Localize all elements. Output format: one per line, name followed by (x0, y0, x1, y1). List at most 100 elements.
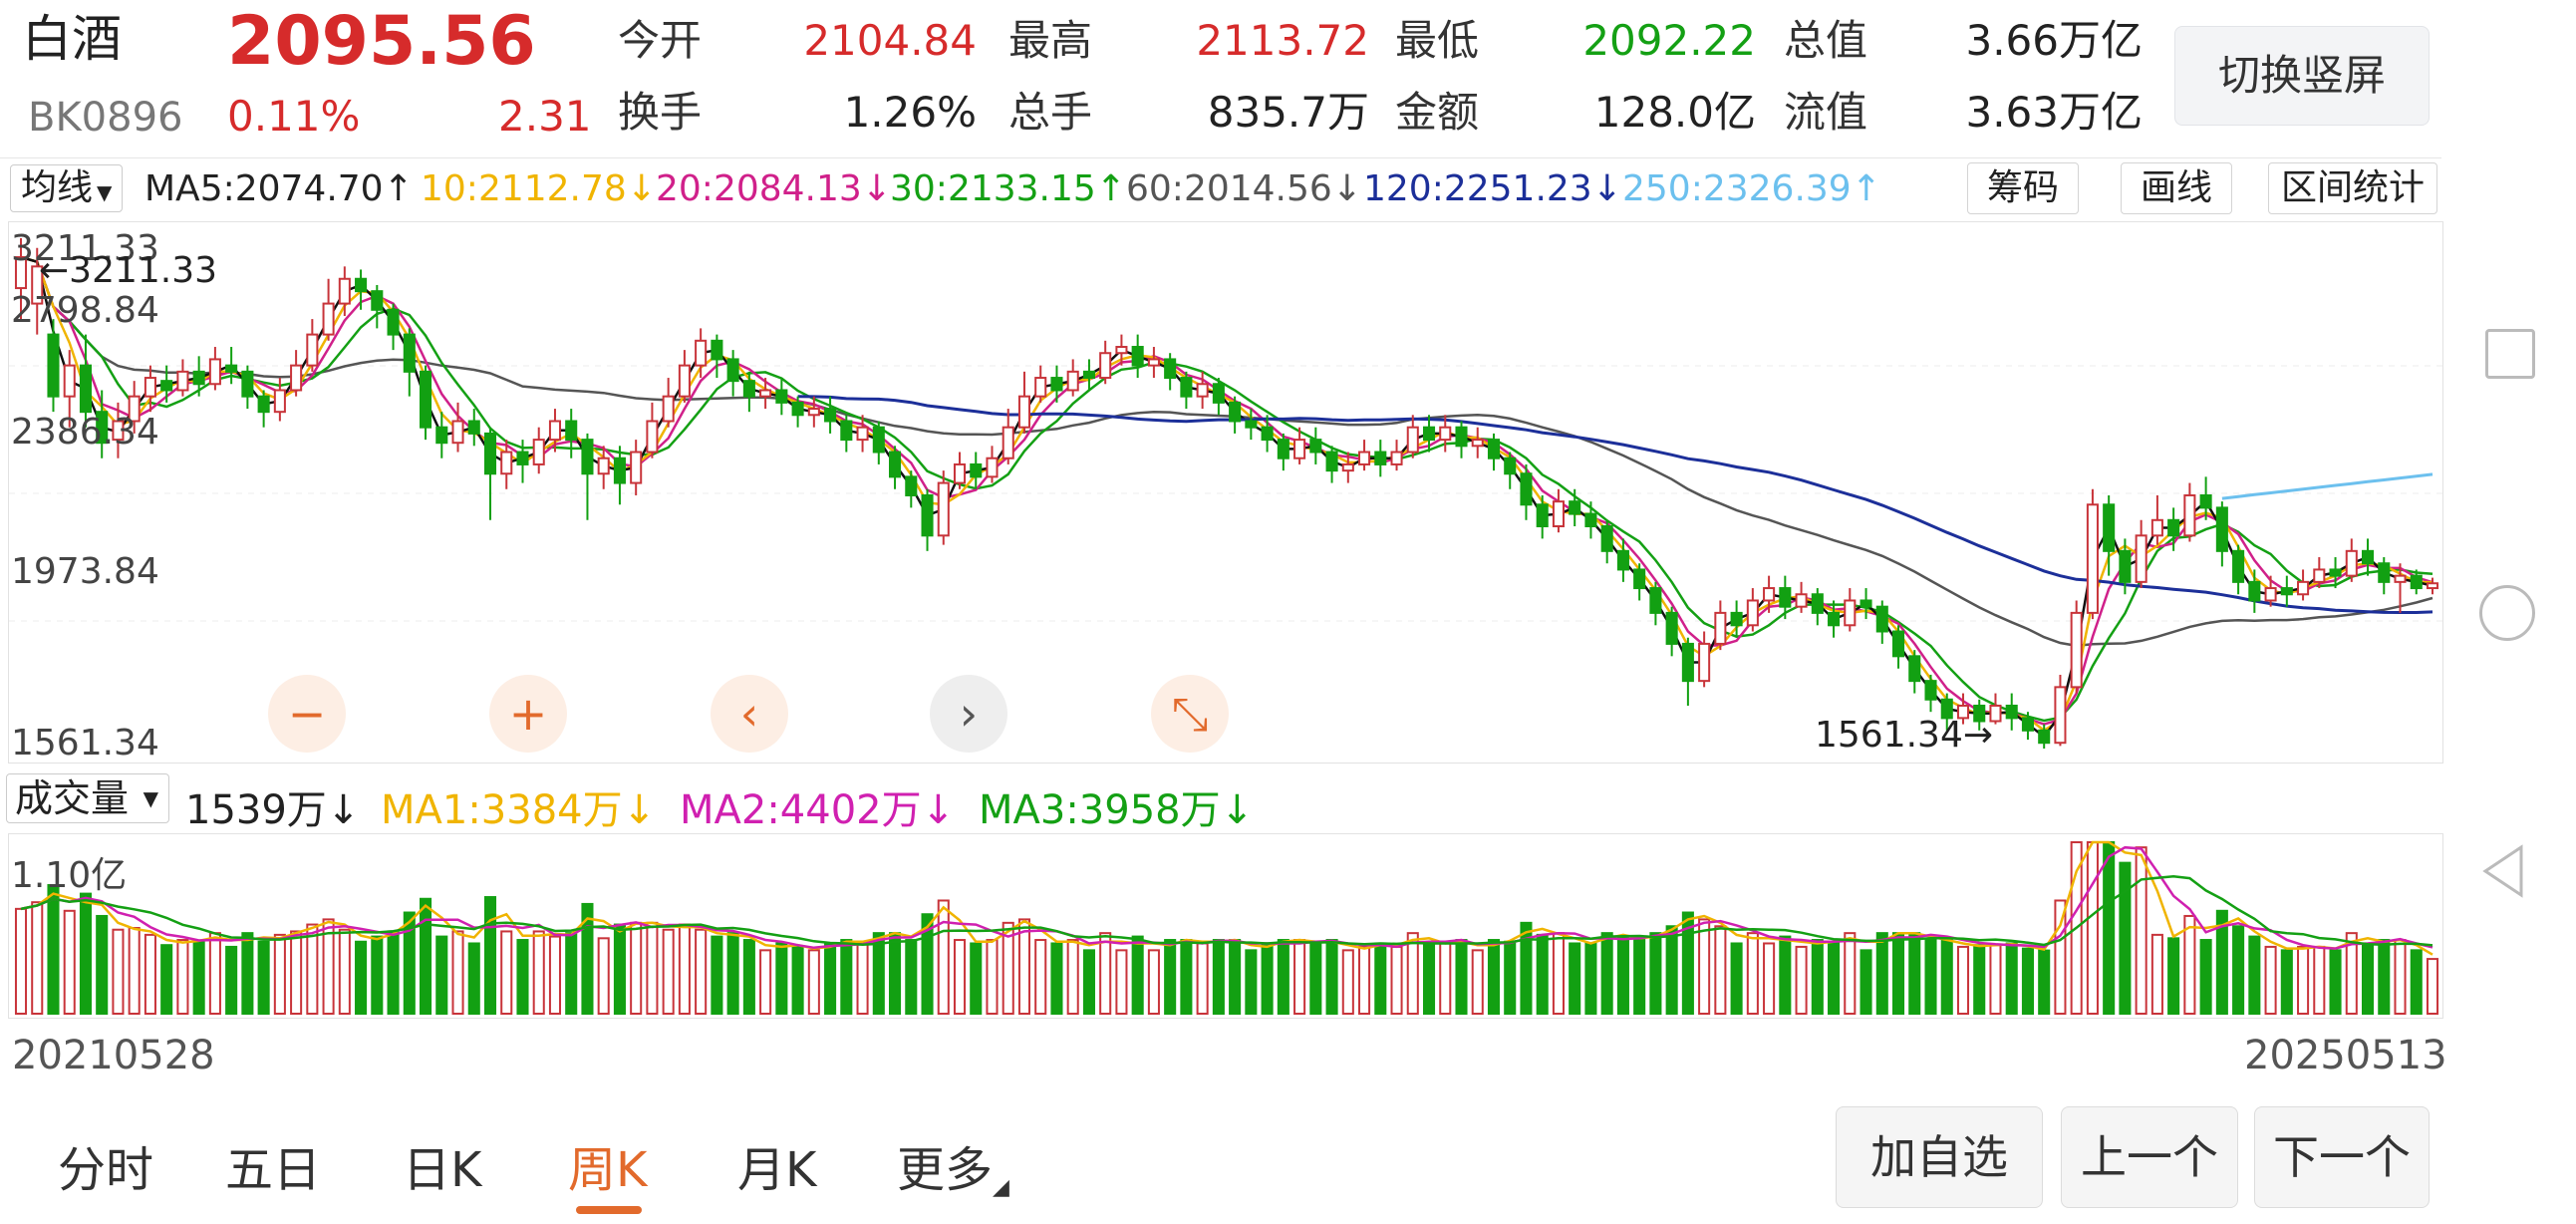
candle-body (1763, 587, 1776, 602)
switch-portrait-button[interactable]: 切换竖屏 (2174, 26, 2430, 126)
volume-selector-label: 成交量 (15, 776, 130, 820)
end-date: 20250513 (2244, 1033, 2447, 1078)
next-button[interactable]: 下一个 (2254, 1106, 2430, 1208)
candle-body (96, 411, 109, 445)
zoom-out-button[interactable]: − (268, 675, 346, 753)
tab-weekly-k[interactable]: 周K (568, 1142, 648, 1198)
volume-selector[interactable]: 成交量 ▼ (6, 773, 170, 823)
volume-bar (1681, 911, 1694, 1015)
volume-bar (420, 897, 432, 1015)
tab-intraday[interactable]: 分时 (58, 1142, 154, 1198)
candle-body (2038, 729, 2051, 745)
ma5-value: MA5:2074.70↑ (144, 168, 414, 209)
volume-bar (1034, 939, 1047, 1015)
candle-body (1633, 568, 1646, 590)
volume-bar (1908, 932, 1921, 1015)
candle-body (986, 457, 999, 478)
candle-body (742, 380, 755, 398)
candle-body (1698, 642, 1711, 683)
candle-body (420, 370, 432, 429)
low-marker: 1561.34→ (1815, 715, 1994, 756)
candle-body (2167, 518, 2180, 537)
quote-label: 今开 (618, 16, 703, 65)
tab-five-day[interactable]: 五日 (225, 1142, 322, 1198)
volume-bar (128, 927, 141, 1015)
candle-body (1341, 462, 1354, 472)
candle-body (1374, 451, 1387, 465)
candle-body (2183, 493, 2196, 537)
candle-body (872, 426, 885, 454)
candle-body (2103, 503, 2116, 552)
kline-chart[interactable] (9, 222, 2442, 763)
range-stats-button[interactable]: 区间统计 (2268, 162, 2437, 214)
volume-bar (2329, 949, 2342, 1015)
volume-bar (1017, 918, 1031, 1015)
candle-body (1536, 503, 1549, 527)
candle-body (273, 389, 286, 414)
volume-bar (824, 942, 837, 1015)
volume-bar (1584, 942, 1597, 1015)
home-icon[interactable] (2479, 585, 2535, 641)
volume-bar (2086, 841, 2099, 1015)
zoom-in-button[interactable]: + (489, 675, 567, 753)
candle-body (695, 339, 708, 367)
candle-body (1552, 500, 1565, 527)
volume-bar (2394, 939, 2407, 1015)
kline-chart-frame[interactable]: 3211.33 2798.84 2386.34 1973.84 1561.34 … (8, 221, 2443, 764)
volume-bar (1439, 942, 1452, 1015)
candle-body (1455, 426, 1468, 448)
volume-chart-frame[interactable]: 1.10亿 (8, 833, 2443, 1019)
tab-monthly-k[interactable]: 月K (737, 1142, 817, 1198)
volume-bar (695, 928, 708, 1015)
volume-bar (1633, 939, 1646, 1015)
collapse-icon[interactable]: ⤡ (1151, 675, 1229, 753)
volume-bar (47, 884, 60, 1015)
volume-bar (905, 939, 918, 1015)
volume-bar (1714, 925, 1727, 1015)
volume-current: 1539万↓ (185, 787, 361, 833)
candle-body (371, 290, 384, 311)
candle-body (467, 420, 480, 435)
volume-bar (872, 932, 885, 1015)
draw-line-button[interactable]: 画线 (2121, 162, 2232, 214)
chip-button[interactable]: 筹码 (1967, 162, 2079, 214)
candle-body (355, 277, 368, 293)
previous-button[interactable]: 上一个 (2061, 1106, 2238, 1208)
candle-body (500, 451, 513, 475)
ma-selector[interactable]: 均线 ▼ (10, 164, 124, 212)
volume-bar (1082, 949, 1095, 1015)
tab-daily-k[interactable]: 日K (403, 1142, 482, 1198)
tab-more[interactable]: 更多◢ (897, 1130, 1009, 1200)
volume-ma3: MA3:3958万↓ (979, 787, 1255, 833)
scroll-left-button[interactable]: ‹ (711, 675, 788, 753)
candle-body (2054, 686, 2067, 745)
volume-ma2-line (20, 845, 2433, 950)
candle-body (387, 308, 400, 336)
add-watchlist-button[interactable]: 加自选 (1836, 1106, 2043, 1208)
volume-ma1: MA1:3384万↓ (381, 787, 657, 833)
recent-apps-icon[interactable] (2485, 329, 2535, 379)
volume-bar (1293, 939, 1306, 1015)
volume-bar (759, 949, 772, 1015)
candle-body (678, 364, 691, 398)
volume-bar (2378, 939, 2391, 1015)
candle-body (483, 432, 497, 475)
candle-body (2086, 503, 2099, 614)
ma120-value: 120:2251.23↓ (1363, 168, 1622, 209)
candle-body (241, 370, 254, 398)
volume-bar (1763, 942, 1776, 1015)
volume-bar (678, 923, 691, 1015)
volume-bar (2280, 949, 2293, 1015)
volume-bar (451, 930, 464, 1015)
candle-body (824, 408, 837, 423)
volume-bar (1277, 939, 1289, 1015)
candle-body (403, 333, 416, 373)
change-amount: 2.31 (498, 92, 592, 141)
candle-body (889, 451, 902, 478)
volume-chart[interactable] (9, 834, 2442, 1018)
scroll-right-button[interactable]: › (930, 675, 1007, 753)
back-icon[interactable] (2481, 843, 2525, 899)
volume-bar (96, 914, 109, 1015)
last-price: 2095.56 (227, 2, 536, 81)
volume-bar (1180, 939, 1193, 1015)
